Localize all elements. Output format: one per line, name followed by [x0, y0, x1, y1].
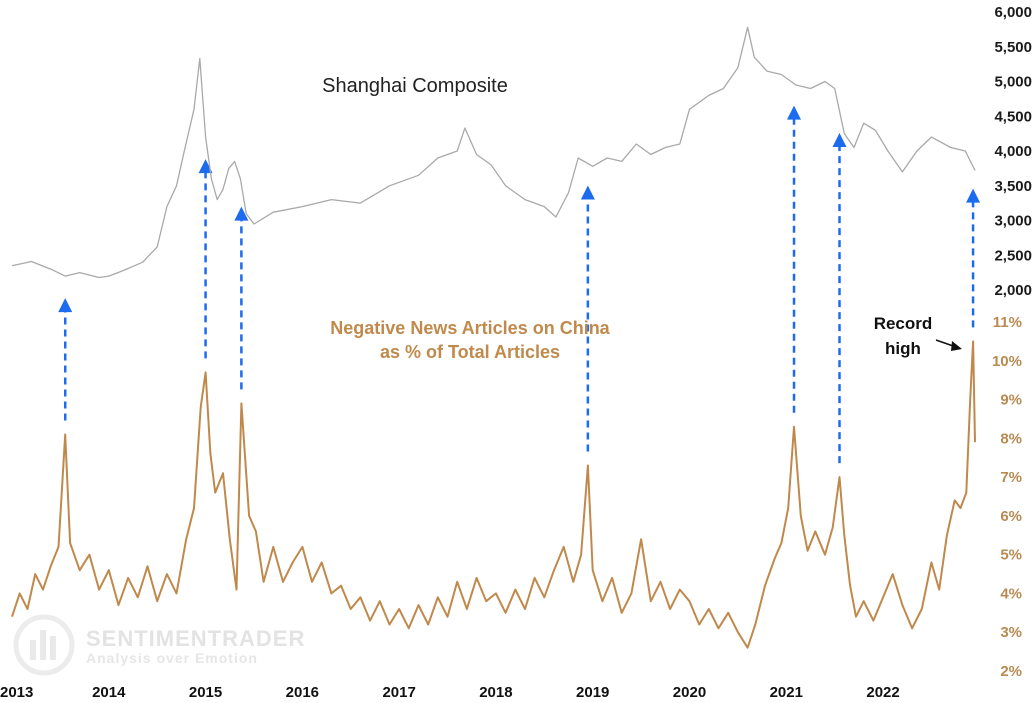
x-tick-label: 2013	[0, 684, 33, 701]
record-high-label-line2: high	[885, 339, 921, 358]
left-tick-label: 4,500	[994, 108, 1032, 125]
watermark-line2: Analysis over Emotion	[86, 650, 258, 666]
x-tick-label: 2018	[479, 684, 512, 701]
x-tick-label: 2017	[382, 684, 415, 701]
x-tick-label: 2014	[92, 684, 126, 701]
x-tick-label: 2015	[189, 684, 222, 701]
negative-news-label-line2: as % of Total Articles	[380, 342, 560, 362]
right-tick-label: 7%	[1000, 469, 1022, 486]
right-tick-label: 4%	[1000, 585, 1022, 602]
left-axis-ticks: 6,000 5,500 5,000 4,500 4,000 3,500 3,000 2,500…	[994, 4, 1032, 299]
arrow-head-icon	[832, 133, 847, 148]
right-tick-label: 3%	[1000, 624, 1022, 641]
left-tick-label: 3,500	[994, 178, 1032, 195]
left-tick-label: 6,000	[994, 4, 1032, 21]
shanghai-composite-label: Shanghai Composite	[322, 75, 508, 97]
arrow-head-icon	[966, 188, 981, 203]
watermark-line1: SENTIMENTRADER	[86, 626, 305, 651]
right-tick-label: 10%	[992, 353, 1022, 370]
watermark: SENTIMENTRADER Analysis over Emotion	[13, 614, 305, 676]
negative-news-line	[11, 340, 976, 649]
arrow-head-icon	[787, 105, 802, 120]
arrow-head-icon	[58, 298, 73, 313]
left-tick-label: 2,000	[994, 282, 1032, 299]
negative-news-label-line1: Negative News Articles on China	[330, 318, 610, 338]
right-tick-label: 5%	[1000, 547, 1022, 564]
arrow-head-icon	[580, 185, 595, 200]
x-tick-label: 2019	[576, 684, 609, 701]
arrow-group	[58, 105, 981, 464]
right-tick-label: 11%	[993, 314, 1022, 331]
arrow-head-icon	[198, 159, 213, 174]
right-tick-label: 9%	[1000, 392, 1022, 409]
record-high-pointer	[935, 339, 962, 351]
shanghai-composite-line	[11, 26, 976, 279]
left-tick-label: 5,000	[994, 74, 1032, 91]
right-tick-label: 8%	[1000, 430, 1022, 447]
left-tick-label: 4,000	[994, 143, 1032, 160]
arrow-head-icon	[234, 206, 249, 221]
x-tick-label: 2016	[286, 684, 319, 701]
record-high-label-line1: Record	[874, 314, 933, 333]
right-tick-label: 2%	[1000, 663, 1022, 680]
right-axis-ticks: 11% 10% 9% 8% 7% 6% 5% 4% 3% 2%	[992, 314, 1022, 680]
x-tick-label: 2020	[673, 684, 706, 701]
x-tick-label: 2022	[866, 684, 899, 701]
left-tick-label: 2,500	[994, 247, 1032, 264]
left-tick-label: 3,000	[994, 213, 1032, 230]
x-axis-ticks: 2013 2014 2015 2016 2017 2018 2019 2020 2021 2022	[0, 684, 900, 701]
left-tick-label: 5,500	[994, 39, 1032, 56]
series-lines	[11, 26, 976, 649]
right-tick-label: 6%	[1000, 508, 1022, 525]
x-tick-label: 2021	[770, 684, 803, 701]
